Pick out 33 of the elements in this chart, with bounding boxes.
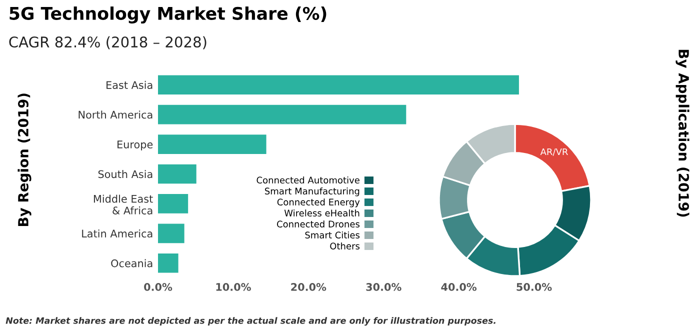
bar (158, 224, 184, 244)
text: AR/VR (540, 148, 568, 156)
y-tick-label: South Asia (98, 170, 152, 178)
bar (158, 104, 406, 124)
legend-label: Smart Manufacturing (264, 188, 360, 196)
y-tick-label: Oceania (111, 259, 152, 268)
legend-label: Others (330, 242, 360, 250)
legend-label: Connected Automotive (256, 176, 360, 184)
chart-subtitle: CAGR 82.4% (2018 – 2028) (9, 36, 206, 50)
x-tick-label: 50.0% (516, 283, 552, 291)
bar (158, 134, 266, 154)
text: Note: Market shares are not depicted as per the actual scale and are only for illustration purposes. (6, 317, 496, 326)
y-tick-label: Latin America (82, 229, 152, 238)
y-axis-title: By Region (2019) (18, 94, 32, 226)
bar (158, 194, 188, 214)
y-tick-label: East Asia (106, 80, 152, 89)
bar (158, 253, 178, 273)
x-tick-label: 0.0% (144, 283, 172, 291)
legend-label: Connected Energy (277, 198, 360, 208)
x-tick-label: 10.0% (216, 283, 251, 291)
y-tick-label: Europe (118, 140, 153, 150)
text: By Application (2019) (676, 50, 690, 217)
bar (158, 164, 196, 184)
chart-title: 5G Technology Market Share (%) (10, 6, 326, 24)
y-tick-label: Middle East & Africa (94, 194, 153, 214)
x-tick-label: 40.0% (441, 283, 477, 291)
legend-label: Smart Cities (305, 231, 360, 238)
bar (158, 75, 519, 95)
y-tick-label: North America (78, 110, 152, 119)
legend-label: Wireless eHealth (284, 210, 360, 216)
legend-label: Connected Drones (277, 220, 360, 228)
x-tick-label: 20.0% (291, 283, 326, 291)
x-tick-label: 30.0% (366, 283, 402, 291)
